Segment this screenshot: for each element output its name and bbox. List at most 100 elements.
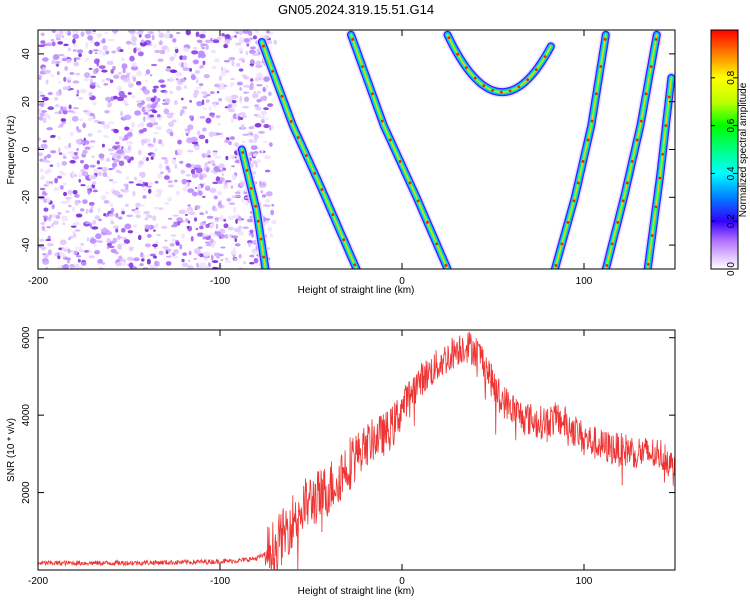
noise-blob bbox=[97, 171, 103, 177]
noise-blob bbox=[104, 32, 109, 35]
noise-blob bbox=[86, 110, 91, 116]
noise-blob bbox=[239, 86, 243, 91]
noise-blob bbox=[142, 195, 147, 199]
trace-peak bbox=[259, 237, 263, 241]
noise-blob bbox=[268, 91, 272, 97]
noise-blob bbox=[197, 264, 203, 269]
noise-blob bbox=[180, 109, 185, 114]
noise-blob bbox=[256, 84, 263, 87]
noise-blob bbox=[177, 139, 182, 145]
noise-blob bbox=[139, 263, 144, 267]
noise-blob bbox=[72, 49, 77, 52]
noise-blob bbox=[42, 66, 46, 70]
noise-blob bbox=[216, 91, 220, 94]
trace-peak bbox=[625, 181, 629, 185]
noise-blob bbox=[45, 42, 53, 47]
noise-blob bbox=[161, 143, 165, 147]
noise-blob bbox=[193, 59, 199, 65]
noise-blob bbox=[189, 163, 196, 167]
noise-blob bbox=[209, 160, 215, 164]
noise-blob bbox=[205, 138, 209, 144]
noise-blob bbox=[237, 216, 242, 221]
noise-blob bbox=[235, 218, 238, 224]
x-tick-label: -100 bbox=[210, 276, 230, 287]
noise-blob bbox=[169, 69, 177, 73]
noise-blob bbox=[202, 95, 208, 98]
noise-blob bbox=[191, 173, 199, 179]
trace-peak bbox=[361, 65, 364, 68]
noise-blob bbox=[203, 251, 210, 257]
noise-blob bbox=[203, 73, 210, 79]
noise-blob bbox=[64, 66, 69, 71]
noise-blob bbox=[50, 134, 56, 138]
noise-blob bbox=[46, 226, 52, 229]
noise-blob bbox=[136, 47, 141, 52]
noise-blob bbox=[77, 258, 81, 263]
noise-blob bbox=[102, 172, 108, 178]
noise-blob bbox=[115, 169, 120, 174]
noise-blob bbox=[138, 149, 142, 156]
noise-blob bbox=[238, 68, 244, 72]
noise-blob bbox=[118, 160, 125, 167]
noise-blob bbox=[193, 248, 201, 255]
noise-blob bbox=[153, 206, 160, 210]
noise-blob bbox=[207, 155, 211, 158]
noise-blob bbox=[78, 178, 82, 183]
noise-blob bbox=[140, 172, 146, 178]
noise-blob bbox=[179, 160, 184, 164]
trace-peak bbox=[416, 199, 420, 203]
noise-blob bbox=[111, 50, 117, 54]
noise-blob bbox=[152, 215, 157, 221]
trace-peak bbox=[313, 172, 317, 175]
noise-blob bbox=[56, 162, 61, 168]
noise-blob bbox=[74, 194, 80, 198]
noise-blob bbox=[91, 155, 95, 159]
noise-blob bbox=[258, 130, 265, 134]
noise-blob bbox=[101, 262, 106, 265]
noise-blob bbox=[235, 31, 239, 35]
noise-blob bbox=[80, 184, 86, 187]
noise-blob bbox=[65, 210, 70, 213]
trace-peak bbox=[398, 160, 402, 163]
noise-blob bbox=[242, 91, 250, 94]
noise-blob bbox=[205, 44, 209, 51]
y-tick-label: -40 bbox=[21, 237, 32, 252]
noise-blob bbox=[110, 248, 117, 254]
noise-blob bbox=[65, 246, 69, 251]
noise-blob bbox=[131, 123, 135, 128]
noise-blob bbox=[175, 71, 183, 77]
noise-blob bbox=[68, 104, 72, 110]
noise-blob bbox=[176, 217, 184, 222]
noise-blob bbox=[131, 62, 137, 67]
noise-blob bbox=[134, 176, 138, 181]
noise-blob bbox=[161, 156, 168, 160]
colorbar-gradient bbox=[710, 29, 739, 270]
noise-blob bbox=[135, 81, 142, 86]
noise-blob bbox=[74, 200, 79, 206]
noise-blob bbox=[58, 247, 62, 250]
noise-blob bbox=[202, 236, 206, 240]
noise-blob bbox=[255, 106, 262, 111]
noise-blob bbox=[71, 170, 75, 176]
noise-blob bbox=[108, 178, 114, 182]
noise-blob bbox=[143, 188, 147, 192]
noise-blob bbox=[238, 37, 246, 44]
noise-blob bbox=[185, 218, 189, 223]
noise-blob bbox=[229, 136, 235, 141]
noise-blob bbox=[264, 84, 269, 89]
noise-blob bbox=[242, 30, 250, 34]
noise-blob bbox=[212, 151, 218, 157]
noise-blob bbox=[224, 234, 229, 239]
noise-blob bbox=[126, 176, 130, 180]
noise-blob bbox=[228, 141, 232, 146]
noise-blob bbox=[254, 122, 262, 128]
noise-blob bbox=[262, 203, 269, 208]
trace-peak bbox=[610, 242, 614, 246]
noise-blob bbox=[251, 249, 257, 255]
noise-blob bbox=[150, 63, 158, 67]
noise-blob bbox=[136, 31, 144, 35]
noise-blob bbox=[115, 141, 120, 145]
noise-blob bbox=[76, 128, 82, 133]
noise-blob bbox=[239, 181, 246, 187]
noise-blob bbox=[220, 66, 224, 72]
